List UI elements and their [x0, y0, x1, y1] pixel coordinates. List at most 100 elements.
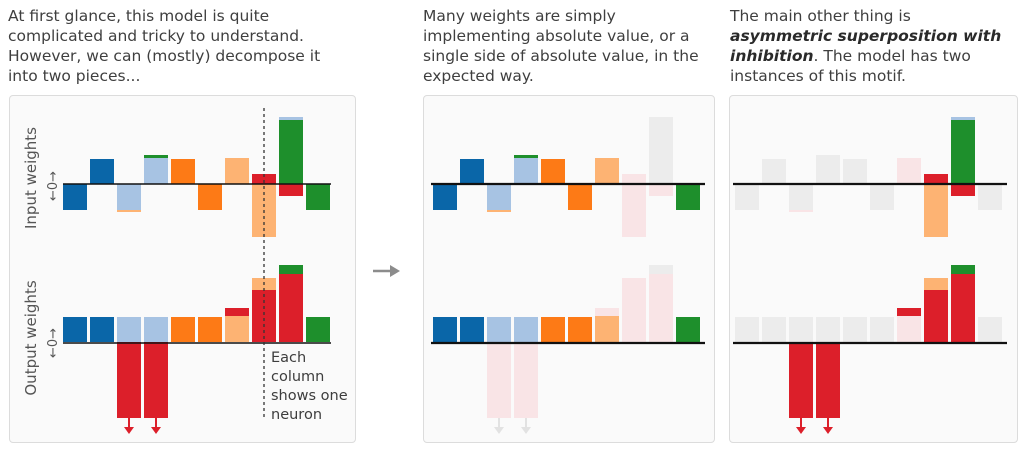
input-bar-superpos-3-1: [816, 155, 840, 158]
input-bar-absval-3-0: [514, 158, 538, 184]
input-bar-superpos-2-0: [789, 184, 813, 210]
output-bar-superpos-6-1: [897, 316, 921, 342]
transition-arrow: [373, 265, 400, 277]
caption-middle: Many weights are simply implementing abs…: [423, 7, 699, 85]
input-bar-full-2-1: [117, 210, 141, 212]
output-bar-full-2-0: [117, 317, 141, 342]
output-bar-full-8-1: [279, 274, 303, 342]
offscale-arrow-superpos-2-head: [796, 427, 806, 434]
input-bar-absval-5-0: [568, 184, 592, 210]
output-bar-superpos-4-0: [843, 317, 867, 342]
input-bar-superpos-8-0: [951, 117, 975, 120]
annotation-line-4: neuron: [271, 407, 322, 423]
output-bar-superpos-8-1: [951, 274, 975, 342]
input-bar-full-1-0: [90, 159, 114, 184]
input-bar-superpos-8-1: [951, 120, 975, 184]
input-bar-absval-7-1: [622, 184, 646, 237]
annotation-line-1: Each: [271, 350, 306, 366]
input-bar-superpos-2-1: [789, 210, 813, 212]
output-bar-superpos-2-0: [789, 317, 813, 342]
input-bar-absval-2-1: [487, 210, 511, 212]
input-bar-absval-2-0: [487, 184, 511, 210]
input-bar-full-2-0: [117, 184, 141, 210]
output-bar-absval-7-0: [622, 278, 646, 290]
output-bar-absval-6-1: [595, 316, 619, 342]
output-bar-absval-3-1: [514, 342, 538, 418]
caption-right: The main other thing is asymmetric super…: [730, 7, 1002, 85]
output-bar-absval-3-0: [514, 317, 538, 342]
output-bar-absval-9-0: [676, 317, 700, 342]
weight-bars: [63, 117, 1007, 434]
output-bar-full-3-0: [144, 317, 168, 342]
annotation-line-3: shows one: [271, 388, 348, 404]
input-bar-absval-8-1: [649, 120, 673, 184]
input-zero-marker: ←0→: [46, 171, 61, 201]
output-bar-absval-7-1: [622, 290, 646, 342]
input-bar-full-4-0: [171, 159, 195, 184]
output-bar-full-4-0: [171, 317, 195, 342]
output-bar-full-3-1: [144, 342, 168, 418]
input-bar-full-3-0: [144, 158, 168, 184]
input-bar-superpos-1-0: [762, 159, 786, 184]
input-bar-superpos-0-0: [735, 184, 759, 210]
arrow-right-icon: [390, 265, 400, 277]
output-bar-absval-5-0: [568, 317, 592, 342]
output-bar-full-5-0: [198, 317, 222, 342]
caption-left: At first glance, this model is quite com…: [8, 7, 321, 85]
output-zero-marker: ←0→: [46, 328, 61, 358]
output-bar-full-9-0: [306, 317, 330, 342]
output-bar-superpos-7-1: [924, 290, 948, 342]
input-bar-superpos-8-2: [951, 184, 975, 196]
output-bar-full-0-0: [63, 317, 87, 342]
input-bar-full-5-0: [198, 184, 222, 210]
annotation-line-2: column: [271, 369, 324, 385]
output-bar-superpos-3-0: [816, 317, 840, 342]
input-bar-superpos-6-0: [897, 158, 921, 184]
output-bar-full-6-0: [225, 308, 249, 316]
output-bar-superpos-2-1: [789, 342, 813, 418]
output-bar-superpos-6-0: [897, 308, 921, 316]
input-bar-superpos-3-0: [816, 158, 840, 184]
output-bar-absval-1-0: [460, 317, 484, 342]
input-bar-superpos-9-0: [978, 184, 1002, 210]
offscale-arrow-full-2-head: [124, 427, 134, 434]
input-bar-absval-3-1: [514, 155, 538, 158]
input-bar-full-6-0: [225, 158, 249, 184]
neuron-annotation: Each column shows one neuron: [263, 108, 348, 423]
input-bar-superpos-4-0: [843, 159, 867, 184]
output-bar-superpos-0-0: [735, 317, 759, 342]
output-bar-superpos-1-0: [762, 317, 786, 342]
output-bar-superpos-3-1: [816, 342, 840, 418]
input-bar-absval-8-2: [649, 184, 673, 196]
output-bar-superpos-9-0: [978, 317, 1002, 342]
output-bar-absval-6-0: [595, 308, 619, 316]
offscale-arrow-superpos-3-head: [823, 427, 833, 434]
output-bar-full-7-1: [252, 290, 276, 342]
input-bar-absval-8-0: [649, 117, 673, 120]
output-bar-absval-8-1: [649, 274, 673, 342]
input-bar-superpos-5-0: [870, 184, 894, 210]
input-weights-label: Input weights: [22, 127, 40, 229]
input-bar-full-3-1: [144, 155, 168, 158]
output-bar-superpos-7-0: [924, 278, 948, 290]
input-bar-superpos-7-1: [924, 184, 948, 237]
offscale-arrow-absval-2-head: [494, 427, 504, 434]
output-bar-absval-2-1: [487, 342, 511, 418]
output-bar-superpos-5-0: [870, 317, 894, 342]
output-bar-full-1-0: [90, 317, 114, 342]
input-bar-full-9-0: [306, 184, 330, 210]
input-bar-absval-0-0: [433, 184, 457, 210]
input-bar-absval-9-0: [676, 184, 700, 210]
output-bar-absval-2-0: [487, 317, 511, 342]
input-bar-absval-6-0: [595, 158, 619, 184]
input-bar-full-8-2: [279, 184, 303, 196]
output-bar-absval-8-0: [649, 265, 673, 274]
input-bar-full-8-1: [279, 120, 303, 184]
output-bar-full-6-1: [225, 316, 249, 342]
input-bar-absval-1-0: [460, 159, 484, 184]
offscale-arrow-absval-3-head: [521, 427, 531, 434]
offscale-arrow-full-3-head: [151, 427, 161, 434]
output-bar-absval-0-0: [433, 317, 457, 342]
input-bar-superpos-7-0: [924, 174, 948, 184]
